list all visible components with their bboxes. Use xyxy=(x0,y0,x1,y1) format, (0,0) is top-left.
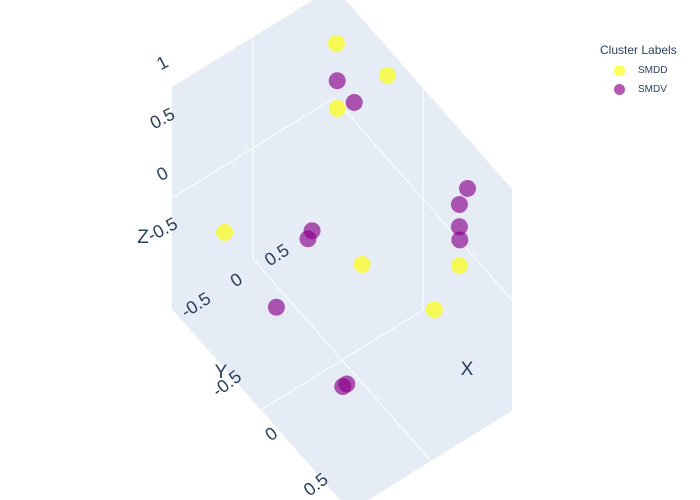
z-axis-title: Z xyxy=(137,227,149,248)
legend-title: Cluster Labels xyxy=(600,43,677,57)
legend-swatch-smdd xyxy=(614,65,625,76)
marker-smdv-4 xyxy=(450,218,468,236)
axis-titles: Z Y X xyxy=(137,227,473,383)
marker-smdd-3 xyxy=(450,257,468,275)
marker-smdd-0 xyxy=(378,66,396,84)
legend-item-smdd[interactable]: SMDD xyxy=(600,61,700,80)
marker-smdd-4 xyxy=(425,301,443,319)
legend-swatch-smdv xyxy=(614,84,625,95)
marker-smdd-1 xyxy=(327,34,345,52)
legend-items: SMDD SMDV xyxy=(600,61,700,99)
marker-smdd-6 xyxy=(353,256,371,274)
marker-smdv-8 xyxy=(267,298,285,316)
z-tick-1: 0 xyxy=(153,163,171,185)
gridline-y-0-floor xyxy=(252,258,432,462)
legend-label: SMDV xyxy=(638,84,667,95)
marker-smdv-3 xyxy=(450,196,468,214)
legend-item-smdv[interactable]: SMDV xyxy=(600,80,700,99)
x-axis-title: X xyxy=(461,359,474,380)
chart-grid xyxy=(171,37,513,462)
legend: Cluster Labels SMDD SMDV xyxy=(600,43,700,99)
marker-smdv-6 xyxy=(303,222,321,240)
z-tick-3: 1 xyxy=(153,52,171,74)
marker-smdv-0 xyxy=(328,72,346,90)
marker-smdv-1 xyxy=(345,93,363,111)
marker-smdd-5 xyxy=(216,223,234,241)
marker-smdv-9 xyxy=(338,375,356,393)
marker-smdd-2 xyxy=(328,99,346,117)
marker-smdv-5 xyxy=(451,231,469,249)
marker-smdv-2 xyxy=(459,179,476,197)
pane-floor xyxy=(172,209,512,500)
y-axis-title: Y xyxy=(215,362,228,383)
legend-label: SMDD xyxy=(638,65,668,76)
chart-markers xyxy=(216,34,476,395)
